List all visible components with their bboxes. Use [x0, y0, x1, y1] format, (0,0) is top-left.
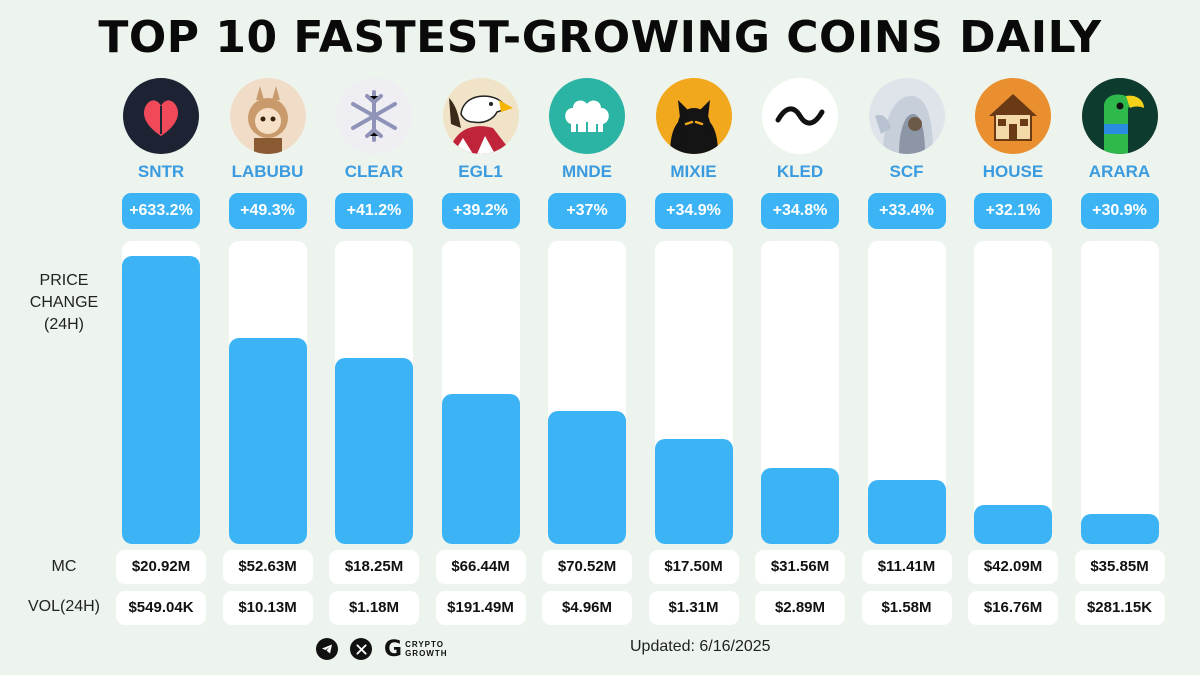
data-label: +49.3% [228, 193, 307, 229]
price-change-label-line: CHANGE [29, 294, 99, 311]
data-label: +33.4% [867, 193, 946, 229]
vol-value: $1.31M [648, 591, 739, 625]
brand-g-icon: G [384, 636, 403, 662]
bar-track [441, 241, 520, 544]
coin-symbol: CLEAR [344, 162, 404, 181]
coin-symbol: MNDE [561, 162, 613, 181]
scf-hooded-figure-icon [868, 78, 945, 154]
coin-symbol: LABUBU [231, 162, 304, 181]
data-label: +39.2% [441, 193, 520, 229]
bar [122, 256, 200, 544]
coin-symbol: SNTR [137, 162, 185, 181]
arara-parrot-icon [1081, 78, 1158, 154]
mc-label: MC [51, 558, 77, 575]
mc-value: $17.50M [648, 550, 739, 584]
footer-social: G CRYPTO GROWTH [316, 637, 448, 662]
brand-logo: G CRYPTO GROWTH [384, 637, 448, 662]
bar-track [228, 241, 307, 544]
chart-title: TOP 10 FASTEST-GROWING COINS DAILY [98, 12, 1102, 63]
mnde-chef-hat-icon [549, 78, 625, 154]
vol-value: $10.13M [222, 591, 313, 625]
x-icon[interactable] [350, 638, 372, 660]
vol-value: $1.58M [861, 591, 952, 625]
bar [548, 411, 626, 544]
bar [974, 505, 1052, 544]
data-label: +30.9% [1080, 193, 1159, 229]
vol-value: $191.49M [435, 591, 526, 625]
vol-value: $4.96M [542, 591, 632, 625]
bar-track [1080, 241, 1159, 544]
vol-value: $549.04K [116, 591, 206, 625]
vol-value: $1.18M [329, 591, 419, 625]
vol-value: $2.89M [755, 591, 845, 625]
data-label: +34.9% [654, 193, 733, 229]
vol-value: $281.15K [1074, 591, 1165, 625]
coin-symbol: ARARA [1088, 162, 1151, 181]
mc-value: $11.41M [861, 550, 952, 584]
bar-track [974, 241, 1052, 544]
mc-value: $42.09M [968, 550, 1058, 584]
clear-snowflake-icon [336, 78, 412, 154]
coin-symbol: KLED [776, 162, 824, 181]
labubu-doll-icon [229, 78, 306, 154]
coin-symbol: HOUSE [982, 162, 1044, 181]
price-change-label-line: PRICE [39, 272, 89, 289]
telegram-icon[interactable] [316, 638, 338, 660]
vol-label: VOL(24H) [27, 598, 101, 615]
mc-value: $52.63M [222, 550, 313, 584]
bar-track [761, 241, 839, 544]
coin-symbol: EGL1 [458, 162, 503, 181]
coin-symbol: SCF [889, 162, 924, 181]
mixie-cat-icon [655, 78, 732, 154]
data-label: +32.1% [974, 193, 1052, 229]
data-label: +37% [548, 193, 626, 229]
brand-name-line: CRYPTO [405, 640, 444, 649]
bar [441, 394, 520, 544]
mc-value: $70.52M [542, 550, 632, 584]
data-label: +633.2% [122, 193, 200, 229]
updated-date: Updated: 6/16/2025 [630, 638, 771, 655]
kled-wave-icon [762, 78, 838, 154]
mc-value: $18.25M [329, 550, 419, 584]
bar-track [548, 241, 626, 544]
sntr-heart-icon [123, 78, 199, 154]
egl1-eagle-icon [442, 78, 519, 154]
price-change-label-line: (24H) [43, 316, 84, 333]
bar [335, 358, 413, 544]
bar [654, 439, 733, 544]
mc-value: $31.56M [755, 550, 845, 584]
data-label: +41.2% [335, 193, 413, 229]
mc-value: $66.44M [435, 550, 526, 584]
house-icon [975, 78, 1051, 154]
mc-value: $35.85M [1074, 550, 1165, 584]
mc-value: $20.92M [116, 550, 206, 584]
bar-track [335, 241, 413, 544]
vol-value: $16.76M [968, 591, 1058, 625]
coin-symbol: MIXIE [670, 162, 717, 181]
bar-track [122, 241, 200, 544]
price-change-label: PRICE CHANGE (24H) [12, 270, 116, 336]
bar [867, 480, 946, 544]
bar [228, 338, 307, 544]
brand-name-line: GROWTH [405, 649, 448, 658]
bar-track [654, 241, 733, 544]
bar [761, 468, 839, 544]
bar [1080, 514, 1159, 544]
bar-track [867, 241, 946, 544]
data-label: +34.8% [761, 193, 839, 229]
